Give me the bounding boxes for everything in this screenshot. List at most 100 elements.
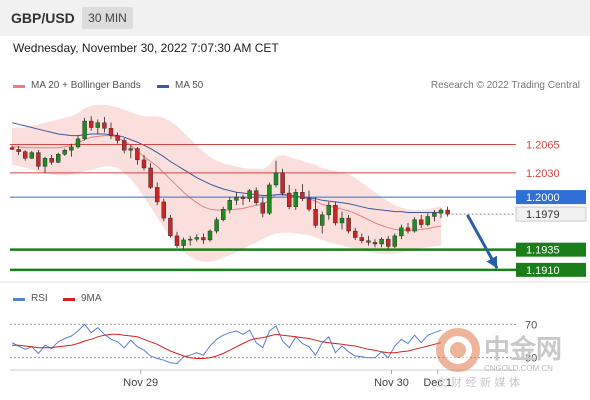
- level-label-1.2030: 1.2030: [526, 168, 560, 180]
- candle-body: [187, 238, 193, 241]
- level-label-1.2065: 1.2065: [526, 140, 560, 152]
- legend-ma20-swatch: [13, 85, 25, 88]
- candle-body: [181, 239, 186, 246]
- candle-body: [267, 184, 272, 214]
- forecast-arrow-head: [486, 255, 498, 269]
- legend-9ma-label: 9MA: [81, 293, 102, 304]
- level-tag-1.1935: [516, 242, 586, 257]
- candle-body: [405, 227, 411, 232]
- legend-ma50-swatch: [157, 85, 169, 88]
- candle-body: [227, 200, 233, 210]
- candle-body: [392, 235, 397, 247]
- rsi-level-label-30: 30: [525, 353, 537, 365]
- candle-body: [386, 238, 391, 247]
- candle-body: [141, 159, 147, 169]
- candle-body: [333, 204, 338, 224]
- candle-body: [220, 209, 226, 220]
- candle-body: [56, 154, 61, 163]
- legend-rsi-swatch: [13, 298, 25, 301]
- legend-9ma-swatch: [63, 298, 75, 301]
- candle-body: [313, 209, 318, 226]
- bollinger-band-area: [12, 104, 441, 262]
- candle-body: [280, 172, 285, 194]
- candle-body: [168, 217, 173, 237]
- candle-body: [306, 198, 312, 210]
- candle-body: [121, 140, 127, 151]
- candle-body: [353, 230, 358, 238]
- candle-body: [95, 122, 101, 128]
- candle-body: [36, 152, 41, 167]
- level-label-1.1910: 1.1910: [526, 265, 560, 277]
- candle-body: [247, 190, 252, 199]
- candle-body: [108, 128, 114, 136]
- candle-body: [16, 149, 21, 153]
- rsi-level-label-70: 70: [525, 319, 537, 331]
- last-price-tag: [515, 206, 587, 222]
- candle-body: [273, 172, 279, 186]
- legend-ma50-label: MA 50: [175, 80, 204, 91]
- candle-body: [42, 158, 48, 167]
- candle-body: [148, 167, 153, 188]
- watermark-domain: CNGOLD.COM.CN: [484, 364, 553, 373]
- candle-body: [253, 190, 259, 203]
- candle-body: [207, 230, 213, 241]
- legend-rsi-label: RSI: [31, 293, 48, 304]
- chart-datetime: Wednesday, November 30, 2022 7:07:30 AM …: [13, 41, 279, 55]
- candle-body: [201, 237, 206, 241]
- candle-body: [49, 158, 54, 163]
- candle-body: [445, 209, 450, 215]
- candle-body: [23, 151, 28, 159]
- candle-body: [260, 202, 265, 214]
- candle-body: [161, 201, 167, 219]
- candle-body: [174, 235, 180, 246]
- level-label-1.1935: 1.1935: [526, 245, 560, 257]
- candle-body: [346, 217, 351, 232]
- rsi-line: [11, 323, 442, 365]
- candle-body: [29, 152, 34, 159]
- candle-body: [293, 192, 298, 207]
- currency-pair-title: GBP/USD: [11, 10, 75, 26]
- rsi-9ma-line: [12, 333, 442, 359]
- candle-body: [128, 148, 134, 151]
- watermark: 中金网 CNGOLD.COM.CN 中 文 财 经 新 媒 体: [432, 324, 582, 394]
- cngold-logo-icon: [436, 328, 480, 372]
- timeframe-badge[interactable]: 30 MIN: [82, 7, 133, 29]
- ma20-line: [12, 135, 442, 231]
- x-tick-label: Nov 29: [123, 377, 158, 389]
- x-tick-label: Dec 1: [423, 377, 452, 389]
- candle-body: [412, 219, 417, 232]
- watermark-tagline: 中 文 财 经 新 媒 体: [432, 375, 520, 389]
- candle-body: [135, 148, 140, 161]
- level-tag-1.1910: [516, 262, 586, 277]
- legend-ma20-label: MA 20 + Bollinger Bands: [31, 80, 141, 91]
- candle-body: [326, 204, 331, 216]
- candle-body: [438, 209, 444, 214]
- candle-body: [419, 219, 424, 225]
- research-credit: Research © 2022 Trading Central: [430, 80, 580, 91]
- candle-body: [399, 227, 404, 237]
- candle-body: [366, 240, 371, 243]
- candle-body: [102, 122, 107, 129]
- watermark-brand: 中金网: [484, 334, 562, 365]
- candle-body: [62, 149, 67, 155]
- candle-body: [234, 196, 239, 201]
- x-tick-label: Nov 30: [374, 377, 409, 389]
- candle-body: [300, 192, 305, 199]
- candle-body: [379, 238, 384, 245]
- candle-body: [425, 216, 430, 225]
- candle-body: [287, 192, 292, 207]
- candle-body: [82, 120, 87, 140]
- candle-body: [194, 237, 200, 240]
- candle-body: [69, 146, 74, 151]
- last-price-label: 1.1979: [526, 209, 560, 221]
- candle-body: [75, 138, 81, 148]
- candle-body: [214, 219, 219, 232]
- candle-body: [320, 214, 325, 226]
- candle-body: [339, 217, 345, 224]
- candle-body: [240, 196, 246, 199]
- candle-body: [359, 237, 364, 241]
- candle-body: [115, 135, 120, 141]
- candle-body: [154, 187, 160, 203]
- level-label-1.2000: 1.2000: [526, 192, 560, 204]
